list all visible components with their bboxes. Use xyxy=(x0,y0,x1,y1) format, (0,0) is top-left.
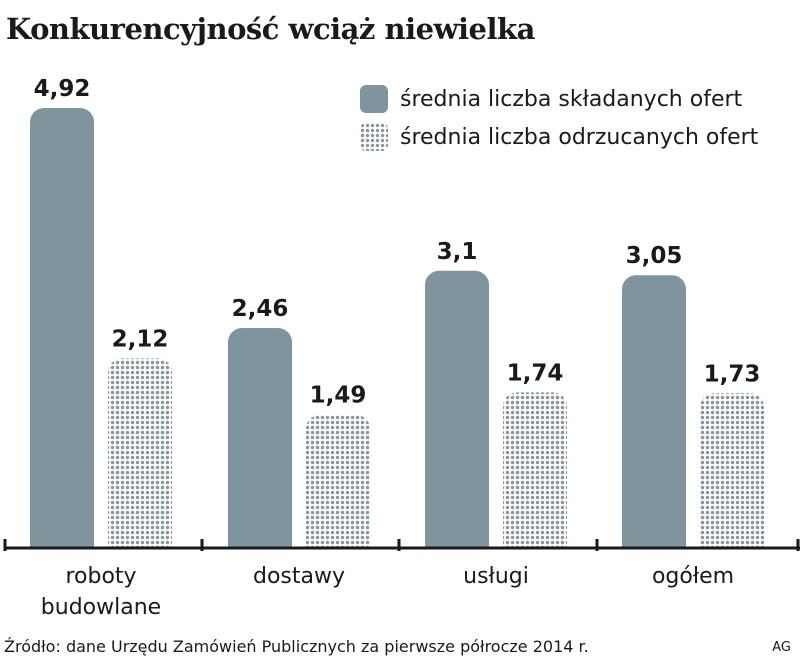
bar-submitted-1 xyxy=(228,328,292,562)
bar-submitted-2 xyxy=(425,270,489,562)
value-label-rejected-0: 2,12 xyxy=(112,326,169,352)
value-label-submitted-0: 4,92 xyxy=(34,76,91,102)
category-label-2: usługi xyxy=(463,564,529,589)
bar-rejected-1 xyxy=(306,414,370,562)
bar-submitted-3 xyxy=(622,275,686,562)
legend-swatch-submitted xyxy=(360,85,388,113)
value-label-rejected-2: 1,74 xyxy=(507,360,564,386)
source-note: Źródło: dane Urzędu Zamówień Publicznych… xyxy=(4,637,589,656)
category-label-0-line1: budowlane xyxy=(41,595,161,620)
legend-label-submitted: średnia liczba składanych ofert xyxy=(400,86,743,112)
legend-item-submitted: średnia liczba składanych ofert xyxy=(360,80,758,118)
value-label-submitted-2: 3,1 xyxy=(437,239,478,265)
chart-title: Konkurencyjność wciąż niewielka xyxy=(6,12,535,46)
value-label-rejected-3: 1,73 xyxy=(704,361,761,387)
legend-swatch-rejected xyxy=(360,123,388,151)
legend-item-rejected: średnia liczba odrzucanych ofert xyxy=(360,118,758,156)
baseline-mask xyxy=(0,548,805,562)
bar-submitted-0 xyxy=(30,108,94,562)
value-label-rejected-1: 1,49 xyxy=(310,383,367,409)
bar-rejected-3 xyxy=(700,393,764,562)
category-label-1: dostawy xyxy=(253,564,345,589)
bar-rejected-0 xyxy=(108,358,172,562)
category-label-3: ogółem xyxy=(652,564,734,589)
x-axis xyxy=(3,539,800,551)
value-labels-group: 4,92 2,12 2,46 1,49 3,1 1,74 3,05 1,73 xyxy=(34,76,761,409)
value-label-submitted-3: 3,05 xyxy=(626,243,683,269)
category-label-0-line0: roboty xyxy=(65,564,136,589)
value-label-submitted-1: 2,46 xyxy=(232,296,289,322)
bar-rejected-2 xyxy=(503,392,567,562)
legend: średnia liczba składanych ofert średnia … xyxy=(360,80,758,156)
author-credit: AG xyxy=(772,640,791,655)
legend-label-rejected: średnia liczba odrzucanych ofert xyxy=(400,124,759,150)
category-labels-group: roboty budowlane dostawy usługi ogółem xyxy=(41,564,734,620)
bars-group xyxy=(0,108,805,562)
